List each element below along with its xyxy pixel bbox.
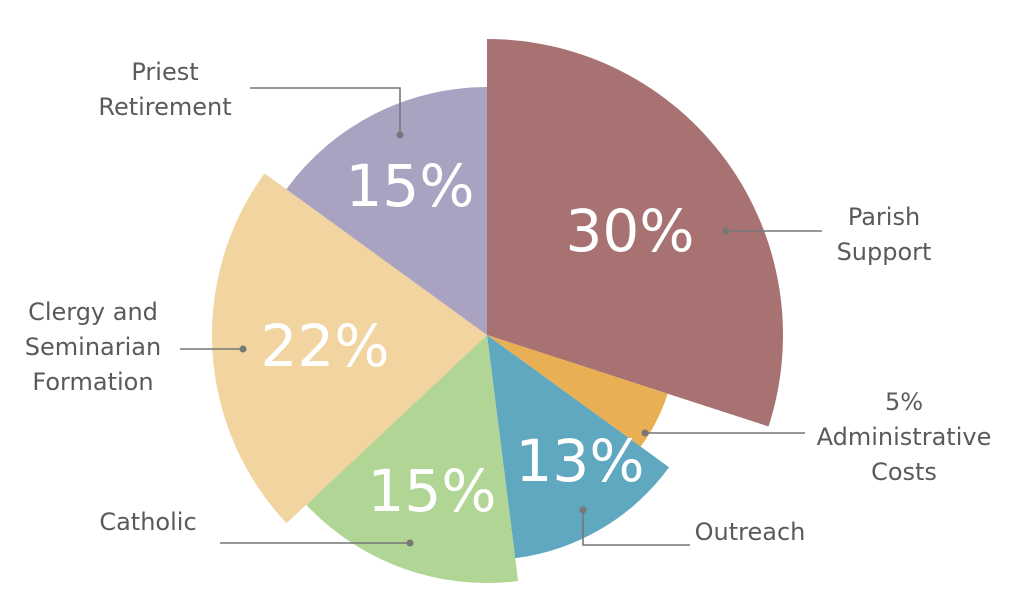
leader-line <box>250 87 401 135</box>
value-label: 30% <box>566 197 695 265</box>
category-label: Retirement <box>98 93 231 121</box>
slice <box>487 335 670 559</box>
leader-dot <box>396 131 404 139</box>
slice <box>487 39 783 427</box>
category-label: Costs <box>871 458 937 486</box>
category-label: Outreach <box>695 518 806 546</box>
category-label: Parish <box>848 203 920 231</box>
value-label: 15% <box>346 152 475 220</box>
leader-dot <box>641 429 649 437</box>
slice <box>306 335 519 583</box>
leader-dot <box>406 539 414 547</box>
category-label: Catholic <box>99 508 196 536</box>
leader-dot <box>722 227 730 235</box>
leader-line <box>582 510 690 546</box>
leader-dot <box>239 345 247 353</box>
category-label: Priest <box>131 58 198 86</box>
value-label: 5% <box>885 388 923 416</box>
category-label: Seminarian <box>25 333 161 361</box>
category-label: Clergy and <box>28 298 158 326</box>
slice <box>286 87 487 335</box>
slice <box>211 173 487 524</box>
value-label: 13% <box>516 427 645 495</box>
leader-dot <box>579 506 587 514</box>
category-label: Administrative <box>817 423 992 451</box>
slice <box>487 335 668 447</box>
value-label: 15% <box>368 457 497 525</box>
category-label: Support <box>837 238 932 266</box>
value-label: 22% <box>261 312 390 380</box>
category-label: Formation <box>32 368 153 396</box>
